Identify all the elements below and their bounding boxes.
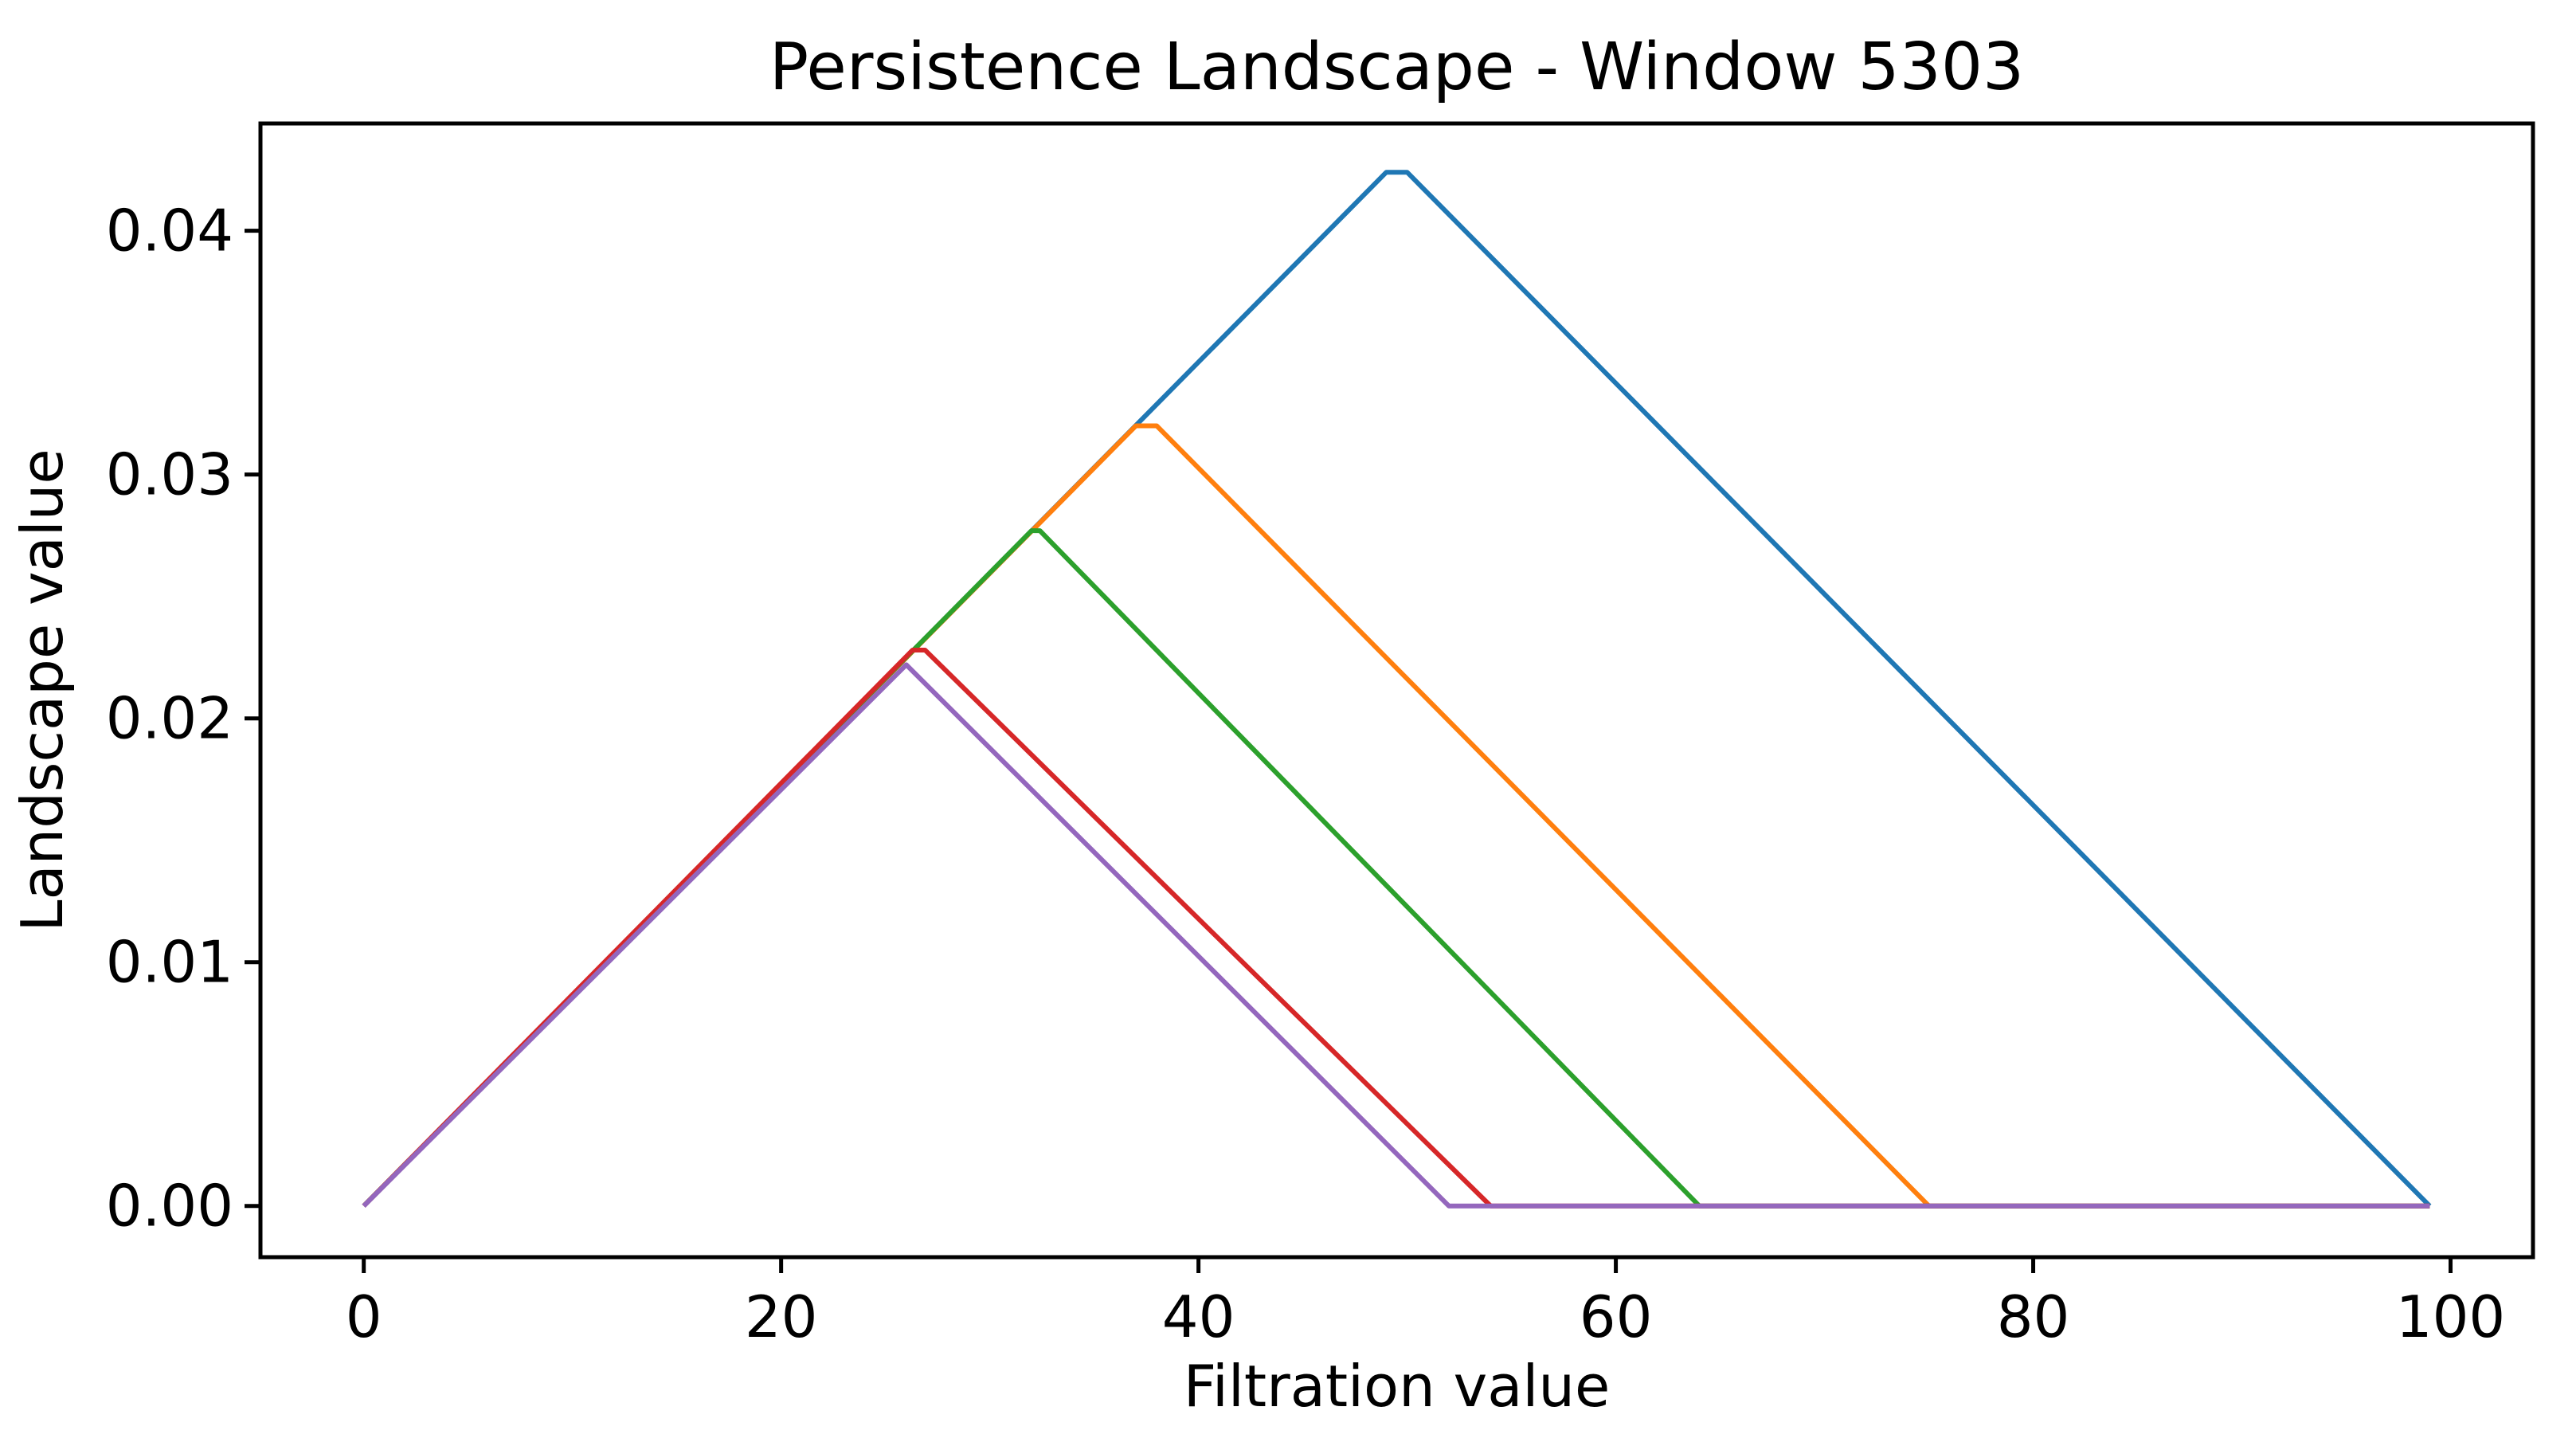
y-tick-label: 0.03 (106, 441, 233, 508)
x-tick-label: 40 (1162, 1283, 1235, 1350)
x-tick-label: 60 (1580, 1283, 1653, 1350)
x-tick-label: 100 (2396, 1283, 2505, 1350)
landscape-layer-3-line (362, 528, 2430, 1209)
chart-title: Persistence Landscape - Window 5303 (769, 29, 2024, 105)
y-tick-label: 0.02 (106, 685, 233, 752)
y-tick-label: 0.00 (106, 1173, 233, 1240)
x-axis-label: Filtration value (1184, 1353, 1611, 1420)
y-tick-label: 0.01 (106, 929, 233, 996)
landscape-layer-4-line (362, 648, 2430, 1209)
x-tick-label: 0 (346, 1283, 382, 1350)
landscape-layer-5-line (362, 662, 2430, 1209)
landscape-layer-2-line (362, 423, 2430, 1209)
plot-area-border (258, 121, 2535, 1260)
x-tick-label: 80 (1997, 1283, 2070, 1350)
y-tick-label: 0.04 (106, 198, 233, 264)
series-lines-group (362, 170, 2432, 1209)
axis-ticks-group: 0 20 40 60 80 100 0.00 0.01 0.02 0.03 0.04 (106, 198, 2506, 1350)
landscape-layer-1-line (362, 170, 2432, 1208)
y-axis-label: Landscape value (9, 449, 76, 931)
x-tick-label: 20 (745, 1283, 818, 1350)
